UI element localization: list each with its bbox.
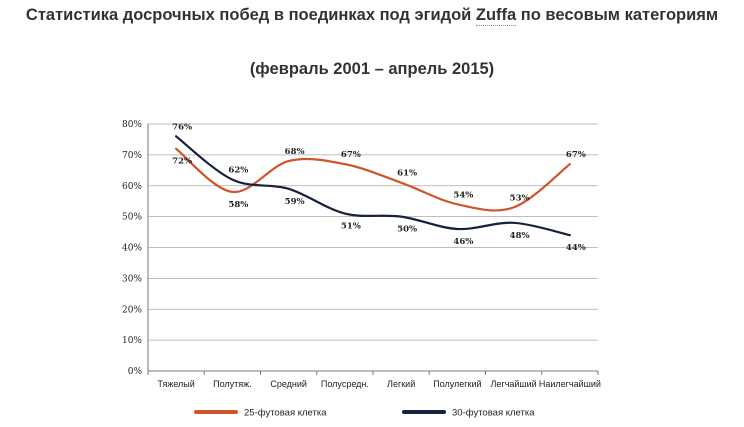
series-line-2 xyxy=(175,135,571,237)
y-tick-label: 50% xyxy=(122,213,142,223)
x-tick-label: Наилегчайший xyxy=(539,379,601,389)
y-tick-label: 20% xyxy=(122,305,142,315)
data-label: 62% xyxy=(228,166,248,176)
chart-title-line-1: Статистика досрочных побед в поединках п… xyxy=(0,6,744,26)
data-label: 76% xyxy=(172,122,192,132)
x-tick-label: Полулегкий xyxy=(433,379,481,389)
y-tick-label: 40% xyxy=(122,244,142,254)
data-label: 54% xyxy=(453,190,473,200)
y-tick-label: 70% xyxy=(122,151,142,161)
chart-title-line-2: (февраль 2001 – апрель 2015) xyxy=(249,60,495,78)
zuffa-link[interactable]: Zuffa xyxy=(475,6,517,26)
y-tick-label: 80% xyxy=(122,120,142,130)
x-tick-label: Легкий xyxy=(387,379,415,389)
x-tick-label: Полутяж. xyxy=(213,379,252,389)
y-tick-label: 30% xyxy=(122,274,142,284)
x-tick-label: Легчайший xyxy=(491,379,537,389)
data-label: 61% xyxy=(397,169,417,179)
data-label: 44% xyxy=(566,243,586,253)
x-tick-label: Тяжелый xyxy=(157,379,194,389)
title-text-after: по весовым категориям xyxy=(516,6,719,24)
data-label: 59% xyxy=(285,197,305,207)
data-label: 46% xyxy=(453,237,473,247)
data-label: 67% xyxy=(341,150,361,160)
legend-label-1: 25-футовая клетка xyxy=(244,408,327,419)
data-label: 72% xyxy=(172,157,192,167)
y-tick-label: 60% xyxy=(122,182,142,192)
data-label: 68% xyxy=(285,147,305,157)
title-text-before: Статистика досрочных побед в поединках п… xyxy=(25,6,476,24)
y-tick-label: 10% xyxy=(122,336,142,346)
data-label: 53% xyxy=(510,193,530,203)
data-label: 51% xyxy=(341,222,361,232)
data-label: 48% xyxy=(510,231,530,241)
x-tick-label: Средний xyxy=(270,379,307,389)
data-label: 50% xyxy=(397,225,417,235)
data-label: 58% xyxy=(228,200,248,210)
y-tick-label: 0% xyxy=(128,367,143,377)
x-tick-label: Полусредн. xyxy=(321,379,369,389)
legend-label-2: 30-футовая клетка xyxy=(452,408,535,419)
series-line-1 xyxy=(175,147,571,212)
data-label: 67% xyxy=(566,150,586,160)
